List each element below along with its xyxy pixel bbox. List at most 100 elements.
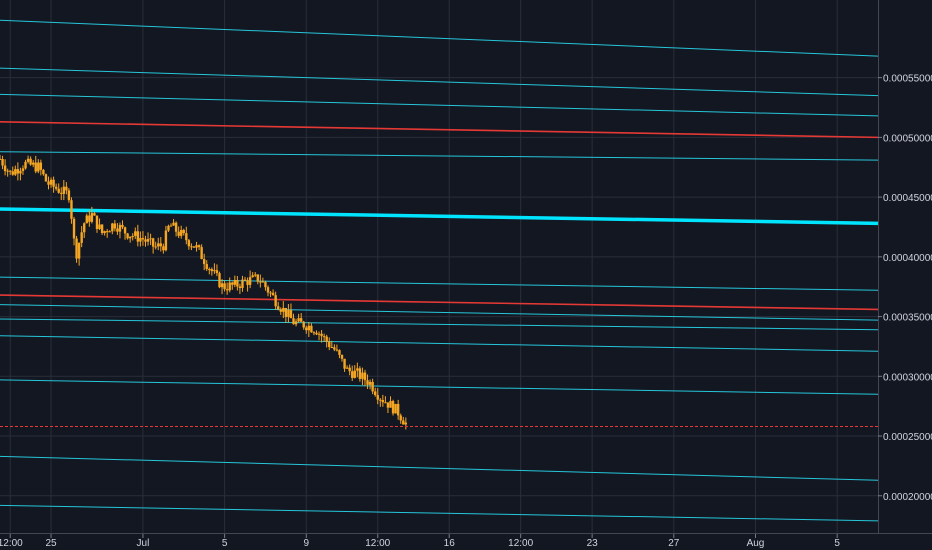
- candle-body: [98, 224, 101, 229]
- candle-body: [103, 231, 106, 234]
- trend-line[interactable]: [0, 67, 879, 97]
- y-tick-label: 0.00045000: [883, 193, 932, 204]
- candle-body: [254, 274, 257, 276]
- candle-body: [228, 282, 231, 291]
- candle-body: [271, 292, 275, 296]
- candle-body: [223, 283, 226, 290]
- candle-body: [322, 336, 326, 338]
- candlesticks: [0, 154, 408, 430]
- trend-line[interactable]: [0, 19, 879, 57]
- candle-body: [371, 381, 374, 392]
- candle-body: [29, 158, 32, 165]
- trend-line[interactable]: [0, 455, 879, 481]
- candle-body: [14, 169, 17, 175]
- candle-body: [220, 283, 224, 288]
- candle-body: [151, 238, 155, 247]
- candle-body: [195, 245, 198, 248]
- x-tick-label: 12:00: [365, 538, 390, 549]
- candle-body: [75, 238, 78, 259]
- candle-body: [210, 269, 214, 272]
- candle-body: [205, 264, 208, 270]
- candle-body: [105, 231, 109, 233]
- candle-body: [154, 246, 157, 248]
- candle-body: [157, 243, 160, 247]
- y-tick-label: 0.00040000: [883, 253, 932, 264]
- candle-body: [172, 222, 175, 226]
- candle-body: [83, 223, 86, 233]
- candle-body: [111, 223, 114, 232]
- trend-line[interactable]: [0, 304, 879, 321]
- candle-body: [80, 232, 83, 243]
- candle-body: [123, 227, 127, 234]
- trend-lines[interactable]: [0, 19, 879, 522]
- candle-body: [256, 274, 259, 282]
- red-trend-line[interactable]: [0, 121, 879, 139]
- candle-body: [328, 341, 331, 348]
- trend-line[interactable]: [0, 379, 879, 395]
- candle-body: [197, 245, 201, 248]
- candle-body: [11, 171, 14, 175]
- candle-body: [47, 181, 50, 185]
- candle-body: [19, 170, 22, 174]
- candle-body: [0, 158, 2, 160]
- candle-body: [312, 332, 316, 334]
- time-axis[interactable]: 12:00 25 Jul 5 9 12:00 16 12:00 23 27 Aug 5: [0, 534, 840, 549]
- trend-line[interactable]: [0, 335, 879, 352]
- candle-body: [26, 158, 30, 162]
- y-tick-label: 0.00055000: [883, 74, 932, 85]
- candle-body: [274, 295, 277, 307]
- y-tick-label: 0.00035000: [883, 313, 932, 324]
- candle-body: [335, 349, 339, 351]
- candle-body: [57, 188, 60, 193]
- x-tick-label: 27: [668, 538, 680, 549]
- candle-body: [317, 333, 321, 335]
- trend-line[interactable]: [0, 504, 879, 522]
- candle-body: [266, 287, 270, 293]
- candle-body: [381, 400, 385, 403]
- candle-body: [389, 401, 392, 408]
- trend-line[interactable]: [0, 276, 879, 291]
- candle-body: [113, 223, 117, 229]
- key-trend-line[interactable]: [0, 207, 879, 226]
- x-tick-label: 12:00: [0, 538, 23, 549]
- trend-line[interactable]: [0, 93, 879, 117]
- candle-body: [177, 231, 180, 236]
- candle-body: [34, 162, 37, 172]
- trend-line[interactable]: [0, 318, 879, 331]
- candle-body: [251, 275, 254, 278]
- candle-body: [366, 380, 369, 385]
- candle-body: [338, 350, 341, 355]
- candle-body: [399, 415, 402, 421]
- candle-body: [238, 286, 242, 289]
- candle-body: [37, 162, 40, 172]
- candle-body: [310, 325, 313, 333]
- candle-body: [353, 370, 356, 378]
- candle-body: [379, 399, 382, 401]
- candle-body: [21, 168, 25, 171]
- candle-body: [259, 281, 262, 283]
- candle-body: [72, 218, 76, 239]
- candle-body: [333, 347, 336, 350]
- price-axis[interactable]: 0.00020000 0.00025000 0.00030000 0.00035000…: [878, 74, 932, 503]
- candle-body: [236, 280, 239, 287]
- candle-body: [49, 179, 53, 185]
- candle-body: [60, 192, 63, 194]
- candle-body: [299, 318, 303, 322]
- candle-body: [282, 307, 285, 312]
- candle-body: [136, 231, 140, 242]
- trend-line[interactable]: [0, 151, 879, 161]
- candle-body: [351, 371, 354, 378]
- y-tick-label: 0.00030000: [883, 372, 932, 383]
- candle-body: [85, 215, 88, 224]
- candle-body: [269, 292, 272, 294]
- candle-body: [340, 354, 344, 359]
- candle-body: [287, 310, 290, 317]
- red-trend-line[interactable]: [0, 294, 879, 311]
- candle-body: [116, 228, 119, 232]
- candle-body: [16, 169, 20, 174]
- candle-body: [121, 224, 124, 228]
- candle-body: [348, 367, 351, 372]
- candle-body: [52, 179, 55, 187]
- candle-body: [162, 246, 165, 251]
